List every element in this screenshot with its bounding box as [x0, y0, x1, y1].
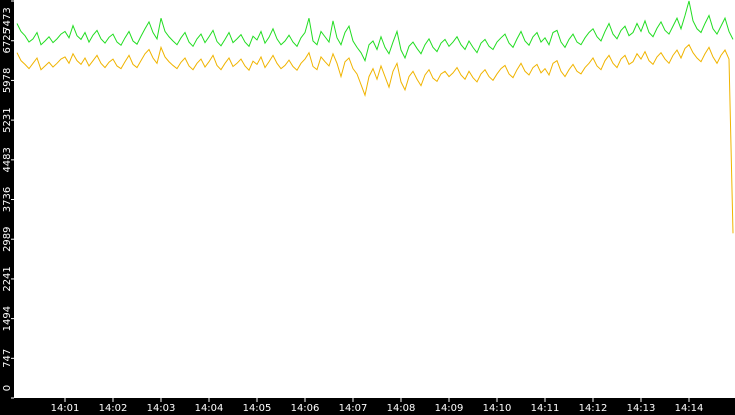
- y-axis-band: [0, 0, 14, 415]
- y-tick-label: 4483: [2, 147, 13, 172]
- x-tick-label: 14:01: [51, 403, 80, 414]
- y-tick-label: 747: [2, 349, 13, 368]
- y-tick-label: 6725: [2, 28, 13, 53]
- series-line: [16, 43, 734, 234]
- y-tick-label: 2241: [2, 266, 13, 291]
- y-tick-label: 5978: [2, 68, 13, 93]
- series-line: [16, 0, 734, 63]
- y-tick-label: 1494: [2, 306, 13, 331]
- x-tick-label: 14:09: [435, 403, 464, 414]
- y-tick-label: 7473: [2, 7, 13, 32]
- x-tick-label: 14:02: [99, 403, 128, 414]
- x-tick-label: 14:03: [147, 403, 176, 414]
- x-tick-label: 14:07: [339, 403, 368, 414]
- x-tick-label: 14:11: [531, 403, 560, 414]
- x-tick-label: 14:12: [579, 403, 608, 414]
- y-tick-label: 3736: [2, 187, 13, 212]
- x-tick-label: 14:06: [291, 403, 320, 414]
- y-tick-label: 2989: [2, 226, 13, 251]
- x-tick-label: 14:14: [675, 403, 704, 414]
- x-tick-label: 14:13: [627, 403, 656, 414]
- x-tick-label: 14:04: [195, 403, 224, 414]
- x-axis-band: [0, 398, 735, 415]
- y-tick-label: 0: [2, 385, 13, 391]
- x-tick-label: 14:05: [243, 403, 272, 414]
- y-tick-label: 5231: [2, 107, 13, 132]
- x-tick-label: 14:08: [387, 403, 416, 414]
- x-tick-label: 14:10: [483, 403, 512, 414]
